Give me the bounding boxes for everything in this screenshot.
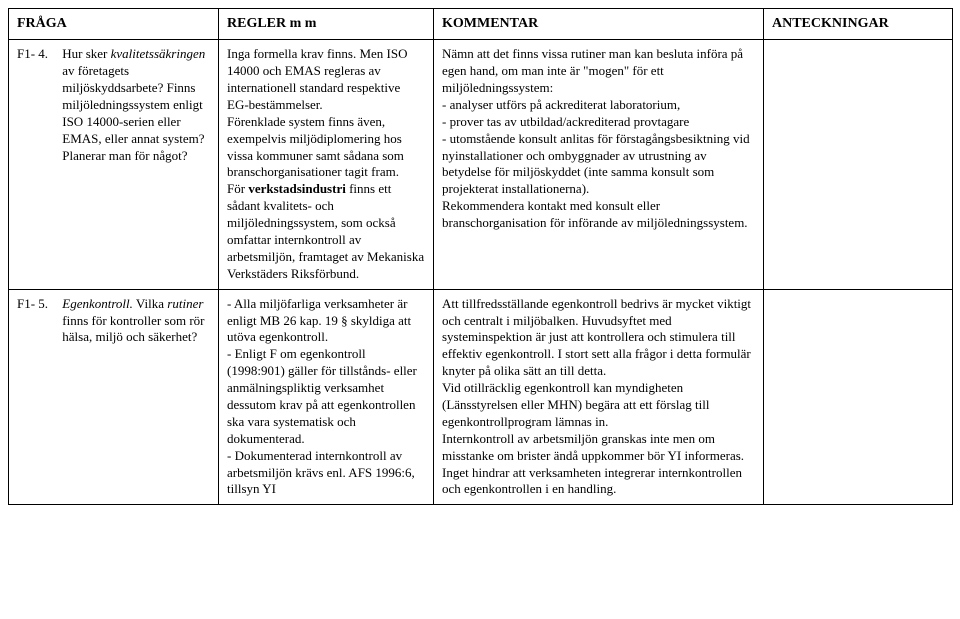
text-italic: kvalitetssäkringen	[111, 46, 206, 61]
col-header-anteckningar: ANTECKNINGAR	[764, 9, 953, 40]
fraga-text: Hur sker kvalitetssäkringen av företaget…	[62, 46, 209, 164]
text-italic: Egenkontroll.	[62, 296, 133, 311]
bullet: - analyser utförs på ackrediterat labora…	[442, 97, 755, 114]
row-id: F1- 5.	[17, 296, 59, 313]
paragraph: Inget hindrar att verksamheten integrera…	[442, 465, 755, 499]
cell-anteckningar	[764, 289, 953, 505]
col-header-fraga: FRÅGA	[9, 9, 219, 40]
inspection-table: FRÅGA REGLER m m KOMMENTAR ANTECKNINGAR …	[8, 8, 953, 505]
bullet: - Enligt F om egenkontroll (1998:901) gä…	[227, 346, 425, 447]
text-bold: verkstadsindustri	[248, 181, 346, 196]
text: Vilka	[133, 296, 167, 311]
paragraph: Vid otillräcklig egenkontroll kan myndig…	[442, 380, 755, 431]
paragraph: Att tillfredsställande egenkontroll bedr…	[442, 296, 755, 380]
paragraph: Förenklade system finns även, exempelvis…	[227, 114, 425, 182]
bullet: - Dokumenterad internkontroll av arbetsm…	[227, 448, 425, 499]
fraga-text: Egenkontroll. Vilka rutiner finns för ko…	[62, 296, 209, 347]
bullet: - utomstående konsult anlitas för första…	[442, 131, 755, 199]
bullet: - Alla miljöfarliga verksamheter är enli…	[227, 296, 425, 347]
paragraph: Nämn att det finns vissa rutiner man kan…	[442, 46, 755, 97]
table-row: F1- 4. Hur sker kvalitetssäkringen av fö…	[9, 40, 953, 289]
col-header-regler: REGLER m m	[219, 9, 434, 40]
text: av företagets miljöskyddsarbete? Finns m…	[62, 63, 204, 162]
paragraph: Rekommendera kontakt med konsult eller b…	[442, 198, 755, 232]
cell-kommentar: Nämn att det finns vissa rutiner man kan…	[434, 40, 764, 289]
paragraph: För verkstadsindustri finns ett sådant k…	[227, 181, 425, 282]
cell-anteckningar	[764, 40, 953, 289]
col-header-kommentar: KOMMENTAR	[434, 9, 764, 40]
paragraph: Inga formella krav finns. Men ISO 14000 …	[227, 46, 425, 114]
text: finns för kontroller som rör hälsa, milj…	[62, 313, 204, 345]
table-row: F1- 5. Egenkontroll. Vilka rutiner finns…	[9, 289, 953, 505]
cell-kommentar: Att tillfredsställande egenkontroll bedr…	[434, 289, 764, 505]
text-italic: rutiner	[167, 296, 203, 311]
bullet: - prover tas av utbildad/ackrediterad pr…	[442, 114, 755, 131]
row-id: F1- 4.	[17, 46, 59, 63]
cell-fraga: F1- 4. Hur sker kvalitetssäkringen av fö…	[9, 40, 219, 289]
text: För	[227, 181, 248, 196]
paragraph: Internkontroll av arbetsmiljön granskas …	[442, 431, 755, 465]
cell-regler: Inga formella krav finns. Men ISO 14000 …	[219, 40, 434, 289]
header-row: FRÅGA REGLER m m KOMMENTAR ANTECKNINGAR	[9, 9, 953, 40]
text: Hur sker	[62, 46, 110, 61]
cell-fraga: F1- 5. Egenkontroll. Vilka rutiner finns…	[9, 289, 219, 505]
cell-regler: - Alla miljöfarliga verksamheter är enli…	[219, 289, 434, 505]
